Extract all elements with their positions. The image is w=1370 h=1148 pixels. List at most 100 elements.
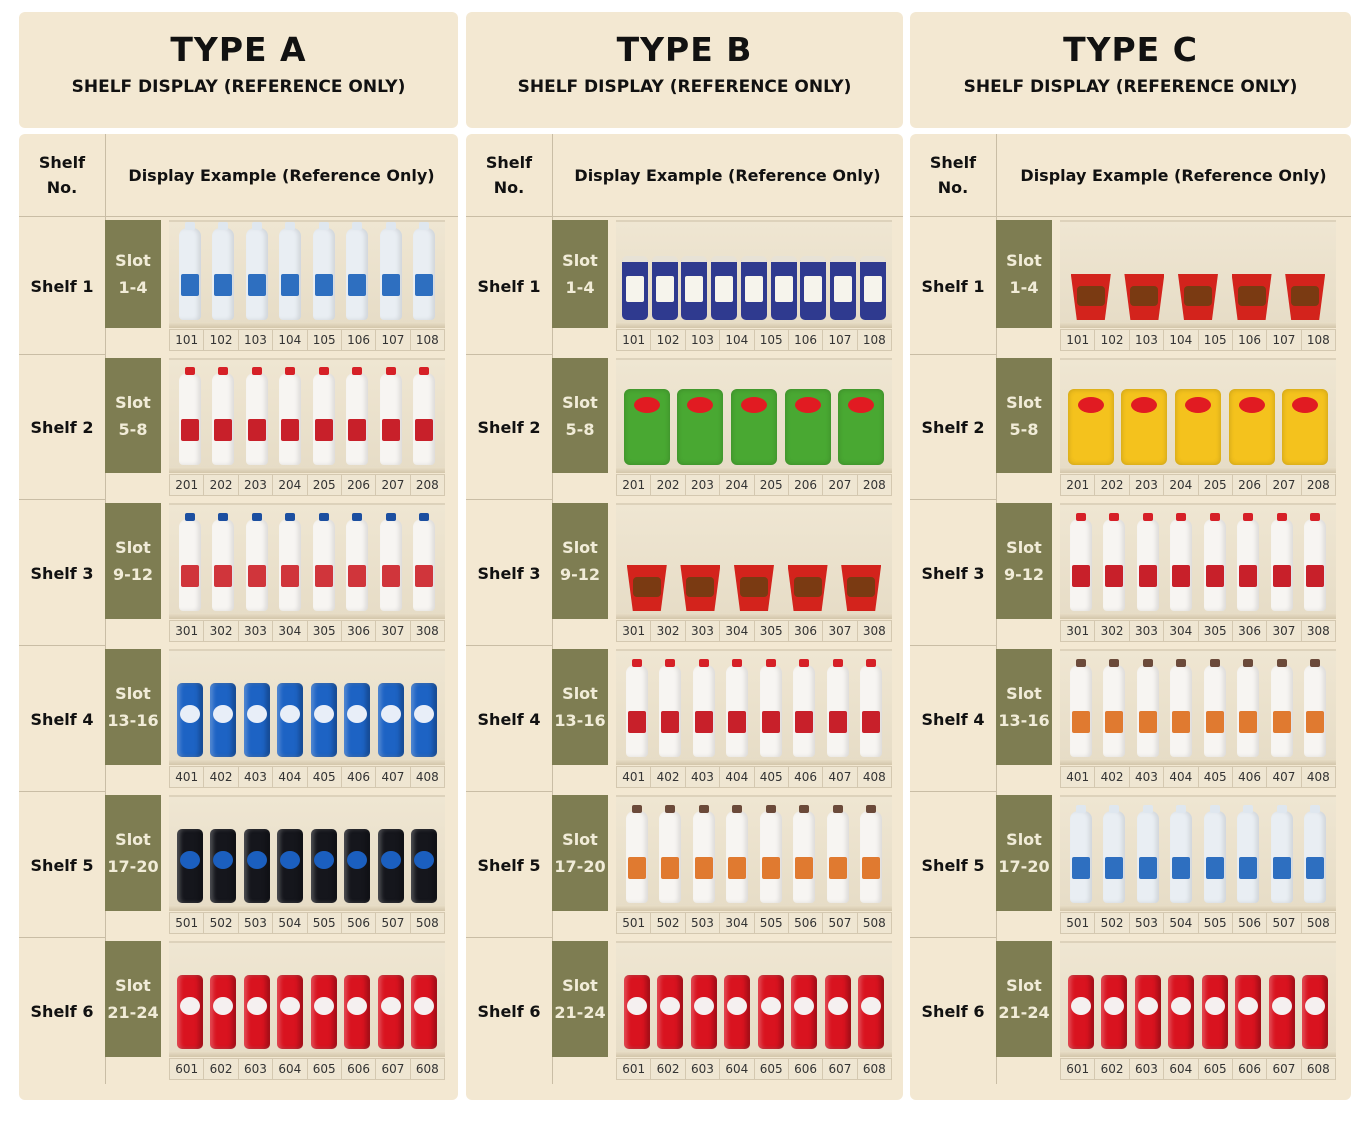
slot-number: 305: [306, 621, 341, 641]
slot-number: 506: [340, 913, 375, 933]
slot-number: 306: [1231, 621, 1266, 641]
slot-number-strip: 601 602 603 604 605 606 607 608: [1060, 1058, 1336, 1080]
slot-number: 105: [753, 330, 788, 350]
slot-number: 601: [175, 1062, 199, 1076]
black-soda-can-icon: [243, 829, 270, 903]
milk-bottle-red-icon: [625, 659, 648, 757]
column-header-shelf-line1: Shelf: [929, 153, 977, 172]
black-soda-can-icon: [210, 829, 237, 903]
slot-number: 102: [1094, 330, 1128, 350]
slot-number: 106: [787, 330, 822, 350]
shelf-display-image: [616, 358, 892, 473]
panel-header: TYPE B SHELF DISPLAY (REFERENCE ONLY): [466, 12, 903, 128]
red-soda-can-icon: [1134, 975, 1161, 1049]
shelf-row: Shelf 1 Slot 1-4 101 102 103 104 105 106 107 108: [19, 217, 458, 355]
slot-number: 605: [753, 1059, 788, 1079]
slot-range: 1-4: [1009, 278, 1039, 297]
slot-number: 603: [237, 1059, 272, 1079]
slot-number: 403: [237, 767, 272, 787]
milk-bottle-orange-icon: [1069, 659, 1092, 757]
shelf-row: Shelf 4 Slot 13-16 401 402 403 404 405 406 407 408: [19, 646, 458, 792]
jar-icon: [711, 256, 738, 320]
slot-number: 508: [856, 913, 891, 933]
milk-bottle-red-icon: [178, 367, 201, 465]
panel-subtitle: SHELF DISPLAY (REFERENCE ONLY): [517, 77, 852, 97]
milk-bottle-orange-icon: [1237, 659, 1260, 757]
jar-icon: [830, 256, 857, 320]
slot-number: 606: [340, 1059, 375, 1079]
slot-number: 502: [1094, 913, 1128, 933]
shelf-row: Shelf 4 Slot 13-16 401 402 403 404 405 406 407 408: [910, 646, 1351, 792]
milk-bottle-red-icon: [1103, 513, 1126, 611]
slot-number: 402: [1094, 767, 1128, 787]
slot-number: 105: [306, 330, 341, 350]
slot-number: 502: [203, 913, 237, 933]
shelf-row: Shelf 5 Slot 17-20 501 502 503 304 505 506 507 508: [466, 792, 903, 938]
shelf-label: Shelf 1: [466, 217, 553, 355]
water-bottle-icon: [1069, 805, 1092, 903]
slot-number: 405: [306, 767, 341, 787]
slot-number: 107: [1266, 330, 1300, 350]
slot-label: Slot: [115, 684, 151, 703]
slot-number: 101: [622, 333, 646, 347]
slot-range-badge: Slot 9-12: [996, 503, 1052, 619]
milk-bottle-orange-icon: [860, 805, 883, 903]
shelf-label: Shelf 1: [19, 217, 106, 355]
milk-bottle-red-icon: [379, 367, 402, 465]
slot-number: 506: [1231, 913, 1266, 933]
shelf-label: Shelf 5: [19, 792, 106, 938]
milk-bottle-orange-icon: [1203, 659, 1226, 757]
slot-number-strip: 301 302 303 304 305 306 307 308: [1060, 620, 1336, 642]
milk-bottle-red-icon: [860, 659, 883, 757]
slot-range: 5-8: [118, 419, 148, 439]
blue-soda-can-icon: [411, 683, 438, 757]
shelf-label: Shelf 6: [910, 938, 997, 1084]
slot-number: 304: [272, 621, 306, 641]
milk-bottle-orange-icon: [726, 805, 749, 903]
slot-number: 304: [1163, 621, 1197, 641]
red-soda-can-icon: [724, 975, 751, 1049]
jar-icon: [621, 256, 648, 320]
slot-number: 405: [1197, 767, 1232, 787]
slot-number: 208: [409, 475, 444, 495]
slot-range-badge: Slot 1-4: [552, 220, 608, 328]
slot-number: 205: [306, 475, 341, 495]
panel-header: TYPE C SHELF DISPLAY (REFERENCE ONLY): [910, 12, 1351, 128]
red-soda-can-icon: [411, 975, 438, 1049]
slot-number: 603: [1128, 1059, 1163, 1079]
water-bottle-icon: [413, 222, 436, 320]
blue-soda-can-icon: [243, 683, 270, 757]
black-soda-can-icon: [277, 829, 304, 903]
slot-number-strip: 301 302 303 304 305 306 307 308: [169, 620, 445, 642]
milk-bottle-red-icon: [245, 367, 268, 465]
slot-number-strip: 101 102 103 104 105 106 107 108: [169, 329, 445, 351]
black-soda-can-icon: [344, 829, 371, 903]
slot-label: Slot: [562, 251, 598, 270]
slot-number: 108: [856, 330, 891, 350]
shelf-display-image: [616, 220, 892, 328]
slot-number: 204: [1163, 475, 1197, 495]
shelf-row: Shelf 6 Slot 21-24 601 602 603 604 605 606 607 608: [910, 938, 1351, 1084]
column-header-shelf-no: Shelf No.: [466, 134, 553, 216]
slot-number-strip: 501 502 503 304 505 506 507 508: [616, 912, 892, 934]
slot-number-strip: 201 202 203 204 205 206 207 208: [169, 474, 445, 496]
slot-number: 105: [1197, 330, 1232, 350]
red-soda-can-icon: [623, 975, 650, 1049]
noodle-cup-icon: [733, 565, 774, 611]
slot-range: 13-16: [107, 711, 159, 730]
column-header-shelf-line2: No.: [493, 178, 525, 197]
slot-range-badge: Slot 9-12: [105, 503, 161, 619]
slot-number: 403: [684, 767, 719, 787]
slot-number: 606: [787, 1059, 822, 1079]
red-soda-can-icon: [1201, 975, 1228, 1049]
slot-number: 506: [787, 913, 822, 933]
slot-label: Slot: [1006, 830, 1042, 849]
slot-range: 17-20: [554, 857, 606, 876]
slot-number-strip: 201 202 203 204 205 206 207 208: [1060, 474, 1336, 496]
slot-number: 505: [306, 913, 341, 933]
milk-bottle-blue-icon: [245, 513, 268, 611]
slot-range-badge: Slot 13-16: [105, 649, 161, 765]
slot-number: 608: [856, 1059, 891, 1079]
yellow-chips-bag-icon: [1067, 389, 1114, 465]
water-bottle-icon: [212, 222, 235, 320]
